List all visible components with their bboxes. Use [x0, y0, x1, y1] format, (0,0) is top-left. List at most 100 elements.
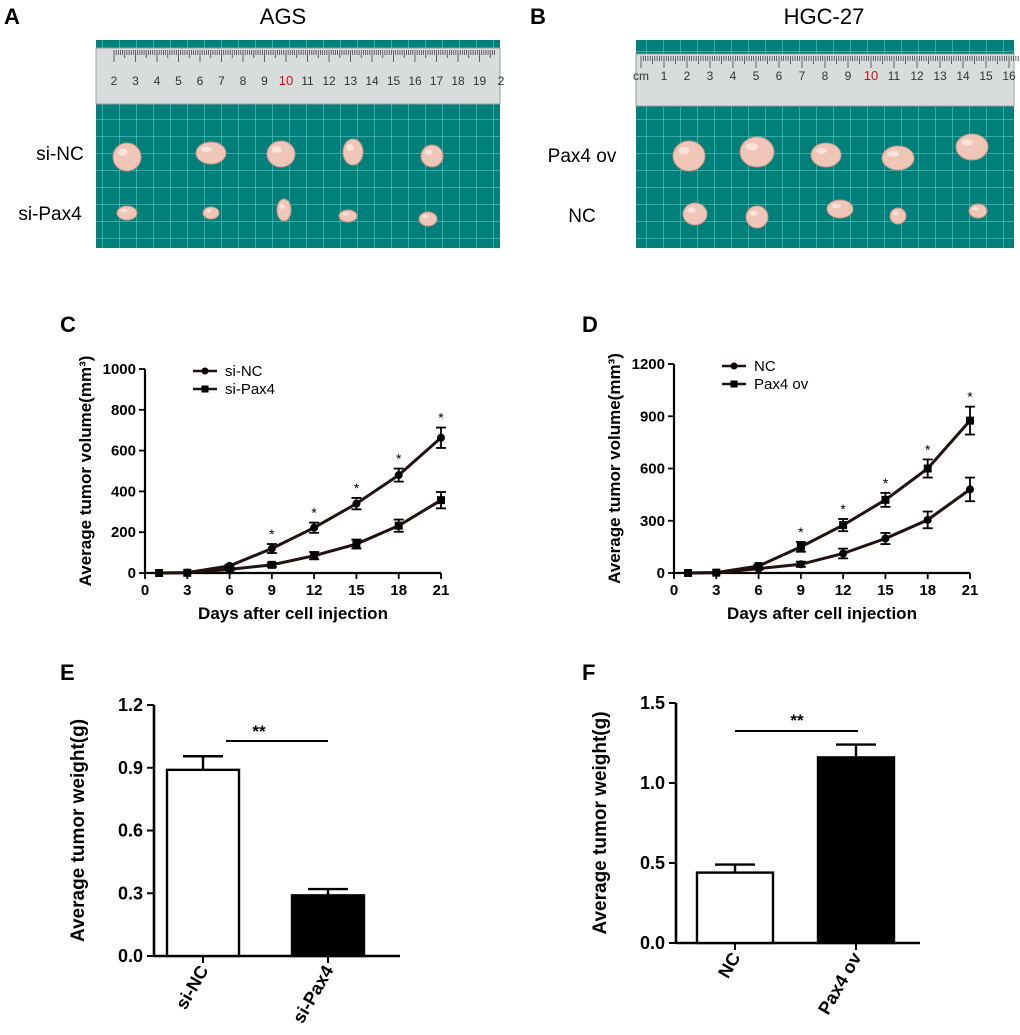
ruler-number: 2 — [684, 69, 691, 83]
ruler-number: 7 — [218, 74, 225, 88]
data-point — [923, 464, 932, 473]
legend-marker — [201, 385, 209, 393]
tumor-highlight — [205, 209, 212, 213]
panel-f-letter: F — [582, 660, 595, 685]
y-tick-label: 0.0 — [640, 933, 665, 953]
x-axis-title: Days after cell injection — [727, 604, 917, 623]
data-point — [352, 540, 361, 549]
panel-b: B HGC-27 cm1234567891011121314151617 Pax… — [530, 4, 1019, 248]
data-point — [966, 416, 974, 425]
series-line-si-Pax4 — [159, 498, 442, 575]
panel-a-row-label-2: si-Pax4 — [18, 204, 82, 225]
ruler-number: 10 — [864, 68, 878, 83]
tumor — [112, 142, 142, 172]
data-point — [966, 485, 974, 494]
panel-a-ruler — [95, 47, 501, 105]
y-tick-label: 600 — [111, 443, 136, 460]
panel-a-title: AGS — [260, 4, 306, 29]
panel-d: D 0 300 600 900 1200 0 3 6 9 12 15 18 21 Days after c… — [582, 312, 978, 623]
data-point — [796, 560, 805, 569]
tumor-highlight — [887, 150, 899, 157]
tumor — [968, 203, 988, 219]
data-point — [352, 499, 361, 508]
significance-star: * — [311, 505, 317, 521]
ruler-number: 4 — [730, 69, 737, 83]
tumor-highlight — [422, 214, 429, 219]
significance-label: ** — [252, 722, 266, 741]
y-axis-title: Average tumor weight(g) — [68, 719, 89, 942]
y-tick-label: 1.5 — [640, 693, 665, 713]
tumor-highlight — [201, 146, 212, 152]
ruler-number: 16 — [1002, 69, 1016, 83]
ruler-number: 8 — [822, 69, 829, 83]
y-tick-label: 1.0 — [640, 773, 665, 793]
data-point — [437, 496, 445, 505]
ruler-number: 15 — [979, 69, 993, 83]
tumor — [672, 140, 706, 172]
data-point — [881, 534, 890, 543]
ruler-number: 5 — [175, 74, 182, 88]
tumor-highlight — [424, 149, 433, 155]
legend-label: Pax4 ov — [754, 376, 809, 393]
tumor — [276, 198, 292, 222]
y-tick-label: 1200 — [632, 356, 665, 373]
tumor — [682, 202, 708, 226]
tumor-highlight — [749, 210, 758, 216]
x-tick-label: 15 — [348, 582, 365, 599]
significance-star: * — [438, 410, 444, 426]
data-point — [394, 521, 403, 530]
panel-a-ruler-marks: 2 3 4 5 6 7 8 9 10 11 12 13 14 15 16 17 18 19 2 — [111, 50, 505, 88]
ruler-number: 17 — [430, 74, 444, 88]
tumor-highlight — [279, 203, 285, 209]
bar-NC — [695, 871, 775, 945]
legend-marker — [730, 362, 738, 370]
x-tick-label: 18 — [919, 582, 936, 599]
tumor-highlight — [120, 208, 128, 213]
x-tick-label: 12 — [306, 582, 323, 599]
data-point — [839, 549, 848, 558]
ruler-number: 7 — [799, 69, 806, 83]
bar-si-Pax4 — [290, 894, 366, 958]
significance-star: * — [798, 524, 804, 540]
x-tick-label: Pax4 ov — [814, 949, 865, 1018]
y-tick-label: 400 — [111, 483, 136, 500]
panel-b-title: HGC-27 — [784, 4, 865, 29]
y-tick-label: 0 — [657, 565, 665, 582]
ruler-number: 13 — [344, 74, 358, 88]
data-point — [310, 551, 319, 560]
x-tick-label: 6 — [225, 582, 233, 599]
x-tick-label: 12 — [835, 582, 852, 599]
y-axis-title: Average tumor weight(g) — [590, 711, 611, 934]
data-point — [684, 569, 693, 577]
y-tick-label: 1.2 — [118, 695, 143, 715]
tumor-highlight — [816, 147, 827, 154]
tumor-highlight — [271, 146, 282, 153]
legend-label: NC — [754, 358, 776, 375]
legend-label: si-NC — [225, 363, 263, 380]
panel-b-ruler-marks: cm1234567891011121314151617 — [633, 56, 1019, 83]
y-tick-label: 200 — [111, 524, 136, 541]
tumor-highlight — [687, 207, 696, 213]
ruler-number: 6 — [776, 69, 783, 83]
panel-a-letter: A — [4, 4, 20, 29]
series-line-Pax4 ov — [688, 419, 972, 575]
tumor-highlight — [117, 148, 128, 156]
significance-star: * — [925, 441, 931, 457]
panel-e: E 0.0 0.3 0.6 0.9 1.2 Average tumor weight(g)… — [60, 660, 400, 1027]
tumor — [418, 211, 438, 227]
panel-b-letter: B — [530, 4, 546, 29]
data-point — [796, 542, 805, 551]
data-point — [839, 521, 848, 530]
tumor-highlight — [346, 144, 354, 151]
significance-label: ** — [790, 711, 804, 730]
ruler-number: 5 — [753, 69, 760, 83]
ruler-number: 2 — [111, 74, 118, 88]
panel-e-bar-chart: 0.0 0.3 0.6 0.9 1.2 Average tumor weight(g) si… — [68, 695, 400, 1027]
tumor-highlight — [972, 206, 979, 211]
x-tick-label: 9 — [797, 582, 805, 599]
data-point — [310, 523, 319, 532]
ruler-number: 11 — [888, 69, 901, 83]
x-tick-label: 6 — [754, 582, 762, 599]
tumor — [266, 140, 296, 168]
